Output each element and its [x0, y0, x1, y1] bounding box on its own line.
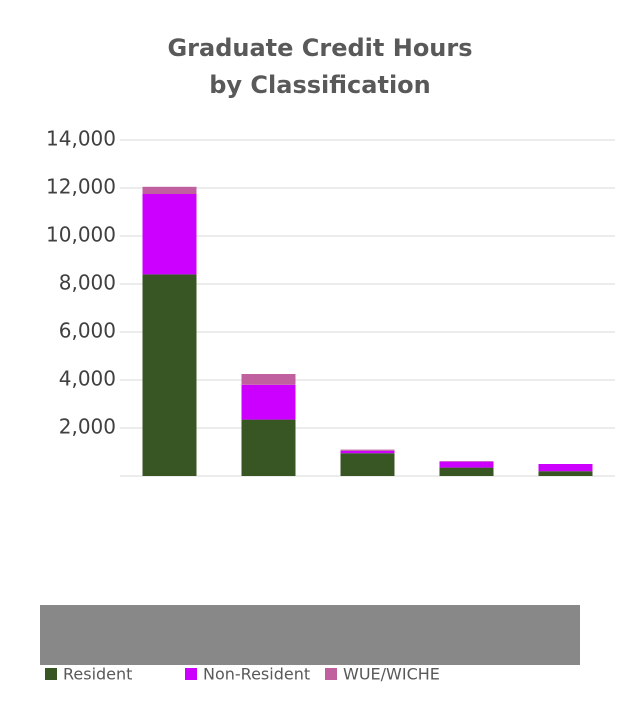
legend-swatch [185, 668, 197, 680]
legend-swatch [45, 668, 57, 680]
legend-label: Non-Resident [203, 665, 310, 684]
bar-segment [142, 186, 197, 194]
bar-segment [538, 464, 593, 472]
bar-segment [241, 374, 296, 385]
bar-segment [439, 461, 494, 468]
legend-swatch [325, 668, 337, 680]
y-tick-label: 12,000 [46, 175, 116, 199]
bar-segment [340, 453, 395, 476]
legend-label: WUE/WICHE [343, 665, 440, 684]
bar-segment [340, 450, 395, 454]
y-tick-label: 2,000 [59, 415, 116, 439]
bar-segment [241, 384, 296, 420]
legend-background [40, 605, 580, 665]
bar-segment [142, 274, 197, 476]
y-tick-label: 14,000 [46, 127, 116, 151]
y-tick-label: 4,000 [59, 367, 116, 391]
bar-segment [439, 467, 494, 476]
y-tick-label: 6,000 [59, 319, 116, 343]
y-tick-label: 8,000 [59, 271, 116, 295]
bar-segment [340, 449, 395, 451]
bar-segment [538, 471, 593, 476]
legend-label: Resident [63, 665, 132, 684]
y-tick-label: 10,000 [46, 223, 116, 247]
chart-title: Graduate Credit Hours by Classification [167, 34, 473, 99]
bar-segment [241, 419, 296, 476]
bar-segment [142, 194, 197, 275]
